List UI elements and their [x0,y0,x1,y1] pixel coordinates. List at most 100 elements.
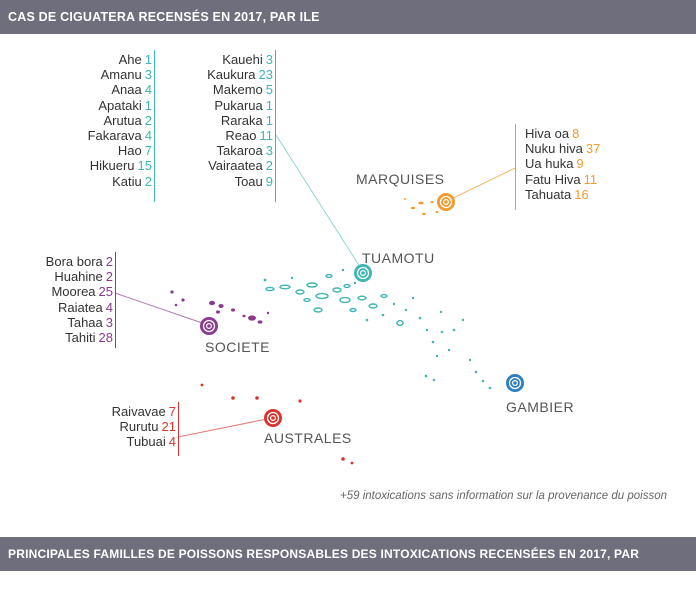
island-name: Takaroa [216,143,263,159]
island-row: Ahe 1 [60,52,152,67]
australes-connector-line [177,417,273,438]
island-name: Raiatea [57,299,103,315]
island-name: Huahine [54,269,103,285]
case-count: 2 [105,254,113,269]
case-count: 4 [105,299,113,315]
case-count: 3 [265,52,273,67]
island-row: Apataki 1 [60,98,152,113]
societe-list: Bora bora 2 Huahine 2 Moorea 25 Raiatea 4 Tahaa 3… [20,254,113,345]
case-count: 1 [144,97,152,113]
tuamotu-connector-line [275,134,363,271]
island-name: Hao [117,143,142,159]
australes-list: Raivavae 7 Rurutu 21 Tubuai 4 [80,404,176,450]
tuamotu-label: TUAMOTU [362,250,435,266]
island-row: Makemo 5 [170,82,273,97]
marquises-list: Hiva oa 8 Nuku hiva 37 Ua huka 9 Fatu Hiva 11 Ta… [525,126,655,202]
island-row: Tahaa 3 [20,315,113,330]
case-count: 9 [265,173,273,189]
case-count: 25 [98,284,113,300]
island-row: Takaroa 3 [170,143,273,158]
island-name: Tahuata [525,186,572,202]
island-row: Nuku hiva 37 [525,141,655,156]
case-count: 15 [137,158,152,174]
australes-islands [200,383,354,465]
case-count: 23 [258,67,273,83]
island-name: Bora bora [45,254,103,269]
island-name: Raivavae [111,404,166,419]
map-title-bar: CAS DE CIGUATERA RECENSÉS EN 2017, PAR I… [0,0,696,34]
island-row: Ua huka 9 [525,156,655,171]
case-count: 2 [105,269,113,285]
australes-label: AUSTRALES [264,430,352,446]
societe-marker-icon [200,317,218,335]
case-count: 4 [168,434,176,450]
island-row: Hikueru 15 [60,158,152,173]
marquises-islands [403,198,439,216]
case-count: 2 [144,112,152,128]
island-name: Moorea [51,284,96,300]
tuamotu-islands [265,273,404,327]
island-row: Reao 11 [170,128,273,143]
case-count: 3 [144,67,152,83]
case-count: 9 [576,156,584,172]
marquises-label: MARQUISES [356,171,445,187]
island-name: Hiva oa [525,126,570,141]
case-count: 7 [144,143,152,159]
island-name: Katiu [112,173,142,189]
tuamotu-islets [263,268,492,390]
tuamotu-col2-divider [275,50,276,202]
case-count: 3 [105,314,113,330]
gambier-marker-icon [506,374,524,392]
island-row: Arutua 2 [60,113,152,128]
island-row: Amanu 3 [60,67,152,82]
island-name: Anaa [111,82,142,98]
island-row: Raivavae 7 [80,404,176,419]
tuamotu-marker-icon [354,264,372,282]
island-name: Toau [234,173,263,189]
island-name: Ua huka [525,156,574,172]
case-count: 1 [265,112,273,128]
island-name: Ahe [118,52,142,67]
island-row: Hao 7 [60,143,152,158]
case-count: 8 [572,126,580,141]
island-name: Vairaatea [208,158,263,174]
island-row: Katiu 2 [60,174,152,189]
island-row: Tahiti 28 [20,330,113,345]
island-name: Hikueru [89,158,135,174]
societe-divider [115,252,116,348]
societe-label: SOCIETE [205,339,270,355]
island-row: Anaa 4 [60,82,152,97]
marquises-connector-line [446,167,516,202]
island-name: Apataki [98,97,142,113]
island-row: Huahine 2 [20,269,113,284]
island-name: Pukarua [214,97,263,113]
island-name: Kaukura [207,67,256,83]
island-row: Raiatea 4 [20,300,113,315]
island-name: Tahiti [65,329,96,345]
case-count: 5 [265,82,273,98]
island-name: Tahaa [67,314,103,330]
case-count: 4 [144,127,152,143]
island-row: Kaukura 23 [170,67,273,82]
australes-marker-icon [264,409,282,427]
case-count: 11 [259,127,274,143]
island-row: Fakarava 4 [60,128,152,143]
island-name: Reao [225,127,257,143]
case-count: 3 [265,143,273,159]
island-row: Rurutu 21 [80,419,177,435]
case-count: 16 [574,186,589,202]
island-row: Fatu Hiva 11 [525,172,655,187]
tuamotu-list-col2: Kauehi 3 Kaukura 23 Makemo 5 Pukarua 1 Raraka 1 Re… [170,52,273,189]
case-count: 4 [144,82,152,98]
island-row: Moorea 25 [20,284,113,299]
case-count: 1 [144,52,152,67]
island-row: Pukarua 1 [170,98,273,113]
case-count: 37 [585,141,601,157]
families-title-bar: PRINCIPALES FAMILLES DE POISSONS RESPONS… [0,537,696,595]
island-name: Makemo [212,82,263,98]
marquises-marker-icon [437,193,455,211]
island-name: Rurutu [119,419,159,435]
island-row: Kauehi 3 [170,52,273,67]
island-name: Arutua [103,112,142,128]
island-row: Bora bora 2 [20,254,113,269]
